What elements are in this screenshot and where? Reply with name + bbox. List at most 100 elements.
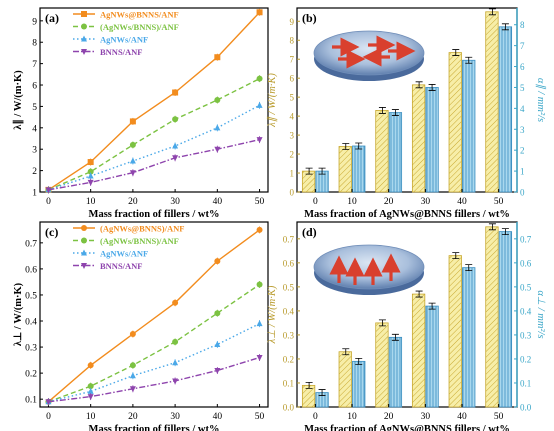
legend-entry: AgNWs/ANF (100, 249, 148, 259)
bar-right-axis (352, 360, 366, 408)
plot-frame (296, 221, 518, 408)
bar-right-axis (388, 112, 403, 193)
legend-entry: BNNS/ANF (100, 261, 143, 271)
bar-left-axis (375, 110, 389, 193)
y-tick-label: 1 (32, 189, 37, 199)
y-tick-label: 0.2 (283, 354, 294, 364)
error-bar (415, 290, 423, 298)
series-3: BNNS/ANF (45, 261, 263, 406)
y-tick-label: 3 (32, 146, 37, 156)
bar-left-axis (448, 52, 462, 193)
y2-tick-label: 3 (520, 125, 525, 135)
bar-left-axis (375, 322, 389, 408)
error-bar (391, 109, 399, 116)
error-bar (428, 302, 436, 310)
y-tick-label: 3 (290, 131, 295, 141)
bar-left-axis (485, 11, 499, 193)
y-tick-label: 0.2 (25, 370, 37, 380)
data-point (87, 387, 94, 394)
y-tick-label: 9 (32, 17, 37, 27)
x-tick-label: 10 (347, 412, 357, 422)
panel-a-line-chart: 1 2 3 4 5 6 7 8 9 0 10 20 30 40 50 Mass fraction of fil… (12, 7, 269, 220)
data-point (172, 378, 179, 385)
series-line (48, 283, 260, 403)
y-tick-label: 0.6 (283, 258, 295, 268)
data-point (256, 101, 263, 108)
bar-left-axis (338, 351, 352, 408)
disc-top (313, 30, 425, 76)
x-tick-label: 40 (457, 197, 467, 207)
x-axis-label: Mass fraction of AgNWs@BNNS fillers / wt… (304, 424, 510, 431)
series-line (48, 104, 260, 191)
data-point (87, 168, 94, 175)
x-tick-label: 30 (421, 197, 431, 207)
error-bar (305, 381, 313, 389)
y-tick-label: 9 (290, 17, 295, 27)
error-bar (342, 143, 350, 150)
series-line (48, 356, 260, 403)
x-tick-label: 30 (170, 412, 180, 422)
error-bar (428, 84, 436, 91)
x-tick-label: 50 (255, 412, 265, 422)
bar-right-axis (352, 145, 366, 193)
data-point (172, 338, 179, 345)
inset-illustration (313, 244, 425, 295)
x-tick-label: 50 (494, 197, 504, 207)
bar-left-axis (301, 170, 316, 193)
disc-top (313, 244, 425, 290)
data-point (256, 320, 263, 327)
series-line (48, 77, 260, 191)
y-tick-label: 8 (32, 39, 37, 49)
series-3: BNNS/ANF (45, 47, 263, 194)
data-point (172, 155, 179, 162)
y-tick-label: 0.7 (283, 234, 295, 244)
y-tick-label: 4 (32, 124, 37, 134)
y2-tick-label: 2 (520, 146, 525, 156)
y-tick-label: 0.3 (283, 330, 295, 340)
bar-right-axis (388, 336, 403, 408)
data-point (129, 141, 136, 148)
data-point (214, 310, 221, 317)
data-point (87, 362, 94, 369)
error-bar (378, 107, 386, 114)
y-tick-label: 0.5 (25, 291, 37, 301)
y2-tick-label: 4 (520, 104, 525, 114)
y-tick-label: 2 (32, 167, 37, 177)
y-tick-label: 0.4 (283, 306, 295, 316)
error-bar (452, 252, 460, 260)
bar-right-axis (498, 231, 513, 408)
y-tick-label: 0.3 (25, 344, 37, 354)
error-bar (488, 223, 496, 231)
y-axis-label: λ∥ / W/(m·K) (12, 70, 24, 130)
y2-tick-label: 0.1 (520, 378, 531, 388)
x-tick-label: 20 (128, 412, 138, 422)
series-line (48, 322, 260, 403)
x-axis-label: Mass fraction of AgNWs@BNNS fillers / wt… (304, 209, 510, 220)
series-1: (AgNWs/BNNS)/ANF (45, 236, 263, 406)
error-bar (355, 142, 363, 150)
series-1: (AgNWs/BNNS)/ANF (45, 22, 263, 194)
y-tick-label: 0.6 (25, 265, 37, 275)
y-tick-label: 6 (32, 82, 37, 92)
data-point (87, 383, 94, 390)
legend-entry: (AgNWs/BNNS)/ANF (100, 236, 179, 246)
legend-marker (81, 11, 87, 17)
legend-entry: (AgNWs/BNNS)/ANF (100, 22, 179, 32)
series-0: AgNWs@BNNS/ANF (45, 8, 263, 194)
y2-tick-label: 0.7 (520, 234, 532, 244)
data-point (87, 179, 94, 186)
data-point (172, 142, 179, 149)
bar-right-axis (498, 26, 513, 193)
series-0: (AgNWs@BNNS)/ANF (45, 224, 263, 406)
y-axis-label: λ⊥ / W/(m·K) (267, 285, 278, 344)
y-tick-label: 0.4 (25, 318, 37, 328)
legend-marker (81, 23, 87, 30)
series-2: AgNWs/ANF (45, 249, 263, 406)
data-point (214, 124, 221, 131)
legend-marker (81, 249, 87, 256)
plot-frame (296, 7, 518, 193)
x-axis-label: Mass fraction of fillers / wt% (89, 424, 220, 431)
data-point (172, 359, 179, 366)
data-point (129, 331, 136, 338)
